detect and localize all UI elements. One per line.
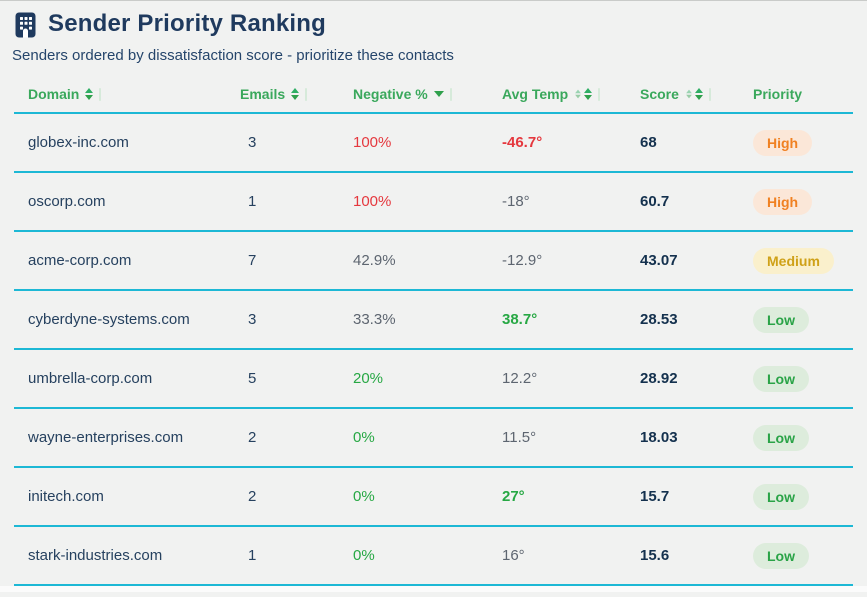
priority-cell: Medium — [753, 247, 853, 274]
table-row[interactable]: globex-inc.com 3 100% -46.7° 68 High — [14, 114, 853, 173]
domain-cell: umbrella-corp.com — [28, 370, 153, 387]
avg-temp-cell: 27° — [502, 488, 525, 505]
score-cell: 15.6 — [640, 547, 670, 564]
priority-badge: Low — [753, 424, 809, 451]
building-icon — [15, 12, 36, 37]
priority-badge: High — [753, 129, 813, 156]
domain-cell: cyberdyne-systems.com — [28, 311, 190, 328]
avg-temp-cell: -46.7° — [502, 134, 543, 151]
column-header-label: Score — [640, 86, 679, 102]
priority-badge: Low — [753, 483, 809, 510]
page-title: Sender Priority Ranking — [48, 10, 326, 37]
column-menu-icon[interactable] — [99, 87, 102, 101]
column-header-negative-pct[interactable]: Negative % — [353, 86, 498, 102]
table-row[interactable]: initech.com 2 0% 27° 15.7 Low — [14, 468, 853, 527]
sender-table: Domain Emails Negative % Avg Temp — [14, 76, 853, 586]
priority-cell: Low — [753, 542, 853, 569]
sort-secondary-icon[interactable] — [575, 89, 582, 99]
domain-cell: oscorp.com — [28, 193, 106, 210]
column-header-label: Domain — [28, 86, 80, 102]
negative-pct-cell: 42.9% — [353, 252, 396, 269]
negative-pct-cell: 33.3% — [353, 311, 396, 328]
priority-badge: Low — [753, 365, 809, 392]
avg-temp-cell: -18° — [502, 193, 530, 210]
priority-badge: Low — [753, 306, 809, 333]
avg-temp-cell: 38.7° — [502, 311, 538, 328]
negative-pct-cell: 100% — [353, 134, 392, 151]
table-row[interactable]: stark-industries.com 1 0% 16° 15.6 Low — [14, 527, 853, 586]
column-header-score[interactable]: Score — [638, 86, 753, 102]
domain-cell: acme-corp.com — [28, 252, 132, 269]
negative-pct-cell: 0% — [353, 488, 375, 505]
column-menu-icon[interactable] — [305, 87, 308, 101]
sort-icon[interactable] — [584, 88, 593, 100]
sort-secondary-icon[interactable] — [686, 89, 692, 99]
domain-cell: globex-inc.com — [28, 134, 129, 151]
sort-desc-icon[interactable] — [433, 91, 444, 97]
avg-temp-cell: -12.9° — [502, 252, 543, 269]
negative-pct-cell: 0% — [353, 429, 375, 446]
score-cell: 43.07 — [640, 252, 678, 269]
emails-cell: 7 — [248, 252, 257, 269]
panel-header: Sender Priority Ranking Senders ordered … — [0, 1, 867, 64]
column-header-domain[interactable]: Domain — [14, 86, 240, 102]
page-subtitle: Senders ordered by dissatisfaction score… — [12, 47, 454, 64]
emails-cell: 5 — [248, 370, 257, 387]
sort-icon[interactable] — [85, 88, 94, 100]
domain-cell: initech.com — [28, 488, 104, 505]
emails-cell: 2 — [248, 429, 257, 446]
emails-cell: 1 — [248, 193, 257, 210]
score-cell: 15.7 — [640, 488, 670, 505]
negative-pct-cell: 100% — [353, 193, 392, 210]
column-header-label: Priority — [753, 86, 803, 102]
column-header-avg-temp[interactable]: Avg Temp — [498, 86, 638, 102]
table-row[interactable]: acme-corp.com 7 42.9% -12.9° 43.07 Mediu… — [14, 232, 853, 291]
score-cell: 18.03 — [640, 429, 678, 446]
domain-cell: stark-industries.com — [28, 547, 163, 564]
emails-cell: 3 — [248, 311, 257, 328]
sort-icon[interactable] — [694, 88, 703, 100]
table-header-row: Domain Emails Negative % Avg Temp — [14, 76, 853, 114]
footer-strip — [0, 586, 867, 592]
table-row[interactable]: oscorp.com 1 100% -18° 60.7 High — [14, 173, 853, 232]
column-header-label: Negative % — [353, 86, 428, 102]
priority-cell: Low — [753, 483, 853, 510]
table-row[interactable]: wayne-enterprises.com 2 0% 11.5° 18.03 L… — [14, 409, 853, 468]
column-menu-icon[interactable] — [708, 87, 711, 101]
column-header-emails[interactable]: Emails — [240, 86, 353, 102]
column-header-label: Avg Temp — [502, 86, 569, 102]
priority-badge: Low — [753, 542, 809, 569]
column-menu-icon[interactable] — [598, 87, 601, 101]
negative-pct-cell: 0% — [353, 547, 375, 564]
priority-cell: Low — [753, 306, 853, 333]
column-header-label: Emails — [240, 86, 286, 102]
priority-cell: High — [753, 188, 853, 215]
priority-badge: Medium — [753, 247, 834, 274]
priority-cell: Low — [753, 424, 853, 451]
priority-cell: Low — [753, 365, 853, 392]
score-cell: 60.7 — [640, 193, 670, 210]
negative-pct-cell: 20% — [353, 370, 384, 387]
priority-badge: High — [753, 188, 813, 215]
avg-temp-cell: 16° — [502, 547, 525, 564]
avg-temp-cell: 11.5° — [502, 429, 537, 446]
score-cell: 68 — [640, 134, 657, 151]
priority-cell: High — [753, 129, 853, 156]
sort-icon[interactable] — [291, 88, 300, 100]
table-row[interactable]: cyberdyne-systems.com 3 33.3% 38.7° 28.5… — [14, 291, 853, 350]
avg-temp-cell: 12.2° — [502, 370, 538, 387]
column-menu-icon[interactable] — [449, 87, 452, 101]
score-cell: 28.53 — [640, 311, 678, 328]
emails-cell: 3 — [248, 134, 257, 151]
table-row[interactable]: umbrella-corp.com 5 20% 12.2° 28.92 Low — [14, 350, 853, 409]
emails-cell: 1 — [248, 547, 257, 564]
domain-cell: wayne-enterprises.com — [28, 429, 184, 446]
score-cell: 28.92 — [640, 370, 678, 387]
column-header-priority: Priority — [753, 86, 853, 102]
table-body: globex-inc.com 3 100% -46.7° 68 High osc… — [14, 114, 853, 586]
emails-cell: 2 — [248, 488, 257, 505]
